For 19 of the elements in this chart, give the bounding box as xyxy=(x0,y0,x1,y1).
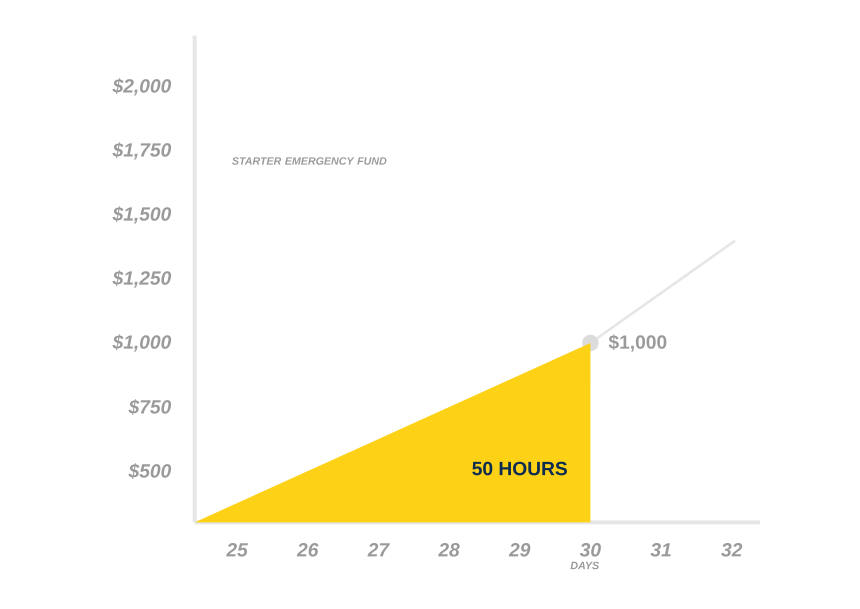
annotation: $1,000 xyxy=(608,334,666,352)
annotation: 50 HOURS xyxy=(472,462,567,476)
x-tick-label: 27 xyxy=(367,543,390,556)
x-tick-label: 29 xyxy=(508,543,530,557)
y-tick-label: $1,500 xyxy=(112,206,172,224)
x-tick-label: 30 xyxy=(580,543,601,557)
y-tick-label: $1,250 xyxy=(112,270,172,288)
y-tick-label: $2,000 xyxy=(112,78,172,96)
x-axis-title: DAYS xyxy=(570,562,600,570)
y-tick-label: $750 xyxy=(128,399,172,415)
y-tick-label: $500 xyxy=(128,463,172,479)
annotation: STARTER EMERGENCY FUND xyxy=(232,157,386,165)
x-tick-label: 32 xyxy=(721,543,742,557)
x-tick-label: 25 xyxy=(226,543,248,557)
x-tick-label: 31 xyxy=(650,543,671,557)
y-tick-label: $1,000 xyxy=(112,334,172,352)
x-tick-label: 26 xyxy=(296,543,319,557)
x-tick-label: 28 xyxy=(438,543,460,557)
y-tick-label: $1,750 xyxy=(112,142,172,160)
